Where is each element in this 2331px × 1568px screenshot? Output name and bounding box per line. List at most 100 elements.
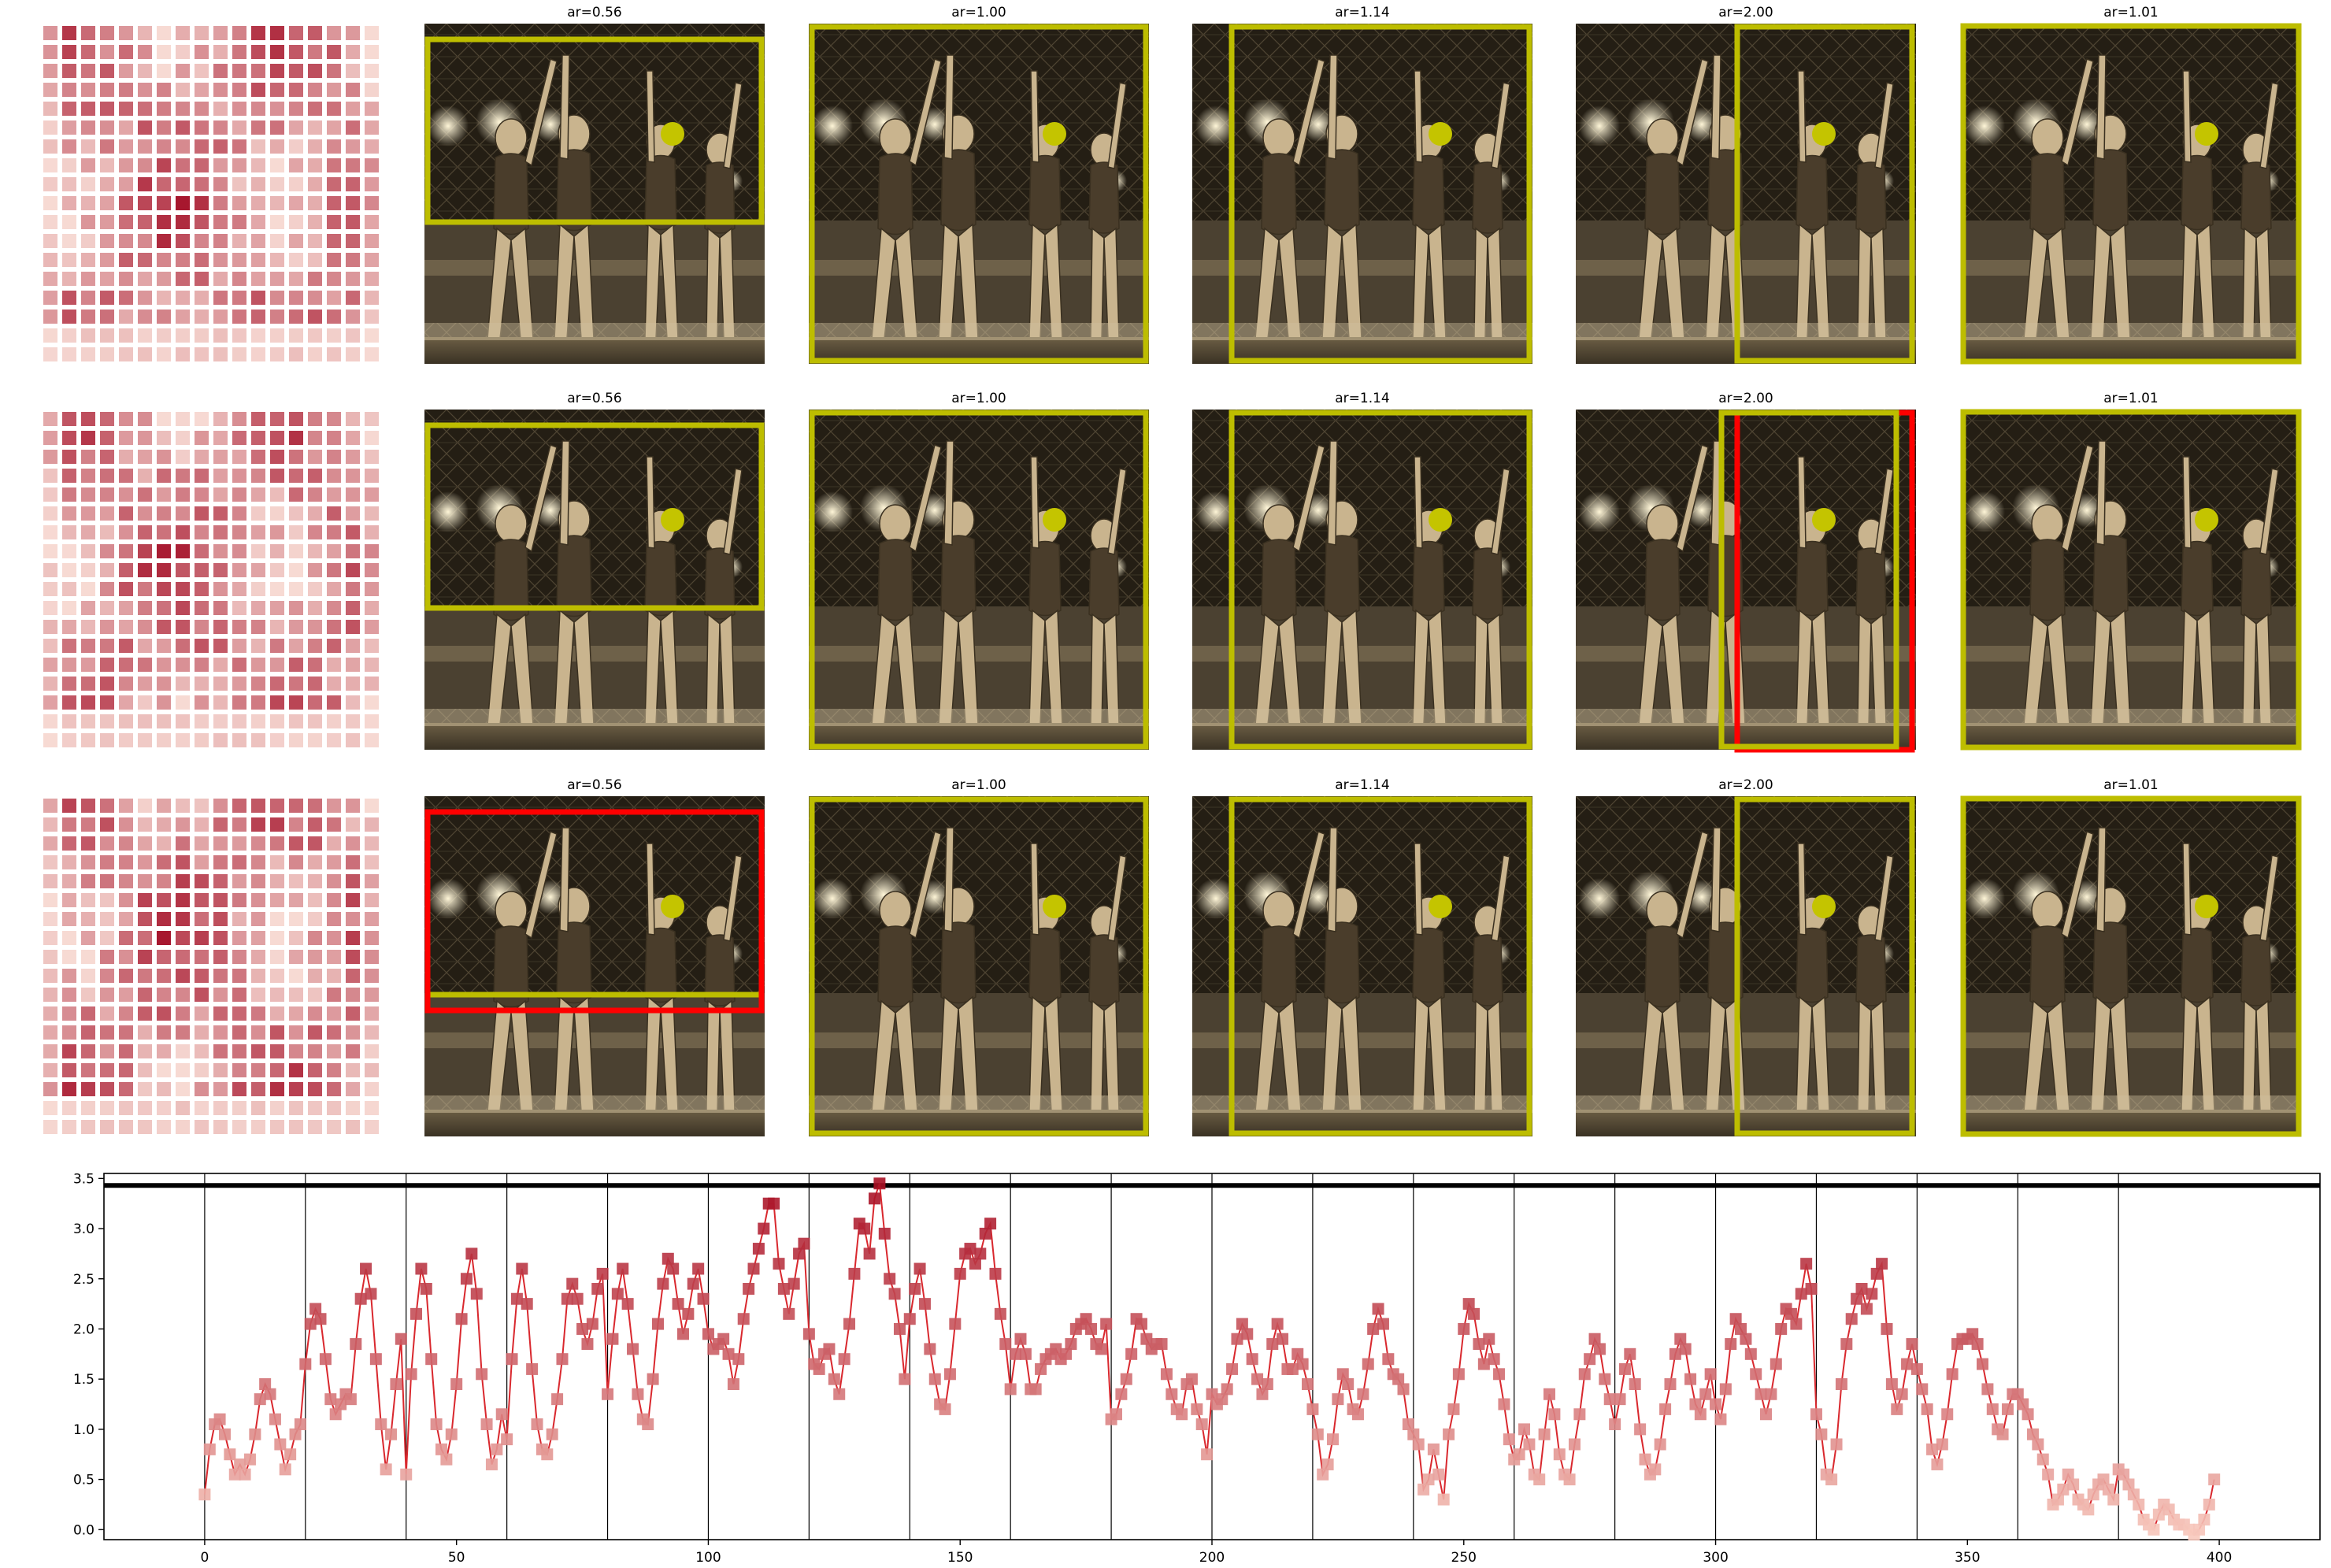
heatmap-cell (119, 563, 133, 577)
heatmap-cell (346, 1101, 360, 1115)
heatmap-cell (138, 695, 152, 710)
data-point (2162, 1503, 2175, 1516)
heatmap-cell (365, 291, 379, 305)
heatmap-cell (119, 950, 133, 964)
heatmap-cell (176, 1044, 190, 1058)
heatmap-cell (308, 969, 322, 983)
heatmap-cell (308, 347, 322, 361)
heatmap-cell (308, 310, 322, 324)
heatmap-cell (138, 525, 152, 539)
data-point (1603, 1393, 1616, 1406)
heatmap-cell (308, 272, 322, 286)
data-point (480, 1418, 493, 1430)
data-point (1926, 1443, 1939, 1455)
heatmap-cell (365, 931, 379, 945)
data-point (470, 1288, 483, 1300)
data-point (1277, 1333, 1289, 1345)
data-point (1367, 1322, 1380, 1335)
heatmap-cell (213, 1063, 228, 1077)
heatmap-cell (232, 950, 246, 964)
heatmap-cell (195, 253, 209, 267)
photo (1191, 795, 1533, 1137)
heatmap-cell (365, 799, 379, 813)
heatmap-cell (327, 836, 341, 851)
heatmap-cell (232, 601, 246, 615)
heatmap-cell (81, 506, 95, 521)
heatmap-cell (176, 1101, 190, 1115)
heatmap-cell (232, 234, 246, 248)
heatmap-cell (138, 874, 152, 888)
photo (424, 795, 765, 1137)
heatmap-cell (43, 893, 57, 907)
data-point (1755, 1388, 1767, 1400)
heatmap-cell (195, 582, 209, 596)
heatmap-cell (213, 658, 228, 672)
data-point (873, 1177, 886, 1190)
heatmap-cell (251, 836, 265, 851)
photo (1575, 23, 1917, 365)
heatmap-cell (289, 988, 303, 1002)
heatmap-cell (346, 1120, 360, 1134)
heatmap-cell (308, 799, 322, 813)
heatmap-cell (43, 64, 57, 78)
heatmap-cell (270, 677, 284, 691)
photo-panel: ar=0.56 (424, 5, 765, 365)
heatmap-cell (213, 912, 228, 926)
heatmap-cell (43, 563, 57, 577)
heatmap-cell (251, 253, 265, 267)
data-point (1825, 1473, 1838, 1486)
heatmap-cell (232, 893, 246, 907)
heatmap-cell (346, 120, 360, 135)
data-point (1896, 1388, 1908, 1400)
data-point (1795, 1288, 1807, 1300)
heatmap-cell (81, 817, 95, 832)
heatmap-cell (195, 799, 209, 813)
data-point (884, 1273, 896, 1285)
heatmap-cell (346, 291, 360, 305)
data-point (914, 1262, 926, 1275)
data-point (1710, 1398, 1722, 1410)
photo-panel: ar=2.00 (1575, 391, 1917, 753)
heatmap-cell (270, 950, 284, 964)
heatmap-cell (81, 893, 95, 907)
heatmap-cell (62, 1082, 76, 1096)
yellow-box (1960, 409, 2302, 751)
data-point (566, 1277, 579, 1290)
heatmap-cell (43, 677, 57, 691)
data-point (1714, 1413, 1727, 1425)
data-point (1840, 1338, 1853, 1351)
heatmap-cell (327, 253, 341, 267)
heatmap-cell (213, 487, 228, 502)
heatmap-cell (62, 102, 76, 116)
heatmap-cell (157, 1006, 171, 1021)
heatmap-cell (100, 450, 114, 464)
heatmap-cell (138, 196, 152, 210)
heatmap-cell (81, 310, 95, 324)
data-point (869, 1192, 881, 1205)
heatmap-cell (251, 431, 265, 445)
heatmap-cell (327, 799, 341, 813)
grid-row: ar=0.56 ar=1.00 ar=1.14 ar=2.00 ar=1.01 (43, 391, 2302, 753)
heatmap-cell (213, 506, 228, 521)
data-point (1080, 1313, 1092, 1325)
heatmap-cell (251, 291, 265, 305)
heatmap-cell (176, 102, 190, 116)
heatmap-cell (100, 695, 114, 710)
heatmap-cell (232, 582, 246, 596)
heatmap-cell (365, 177, 379, 191)
heatmap-cell (270, 931, 284, 945)
heatmap-cell (119, 328, 133, 343)
data-point (561, 1292, 573, 1305)
heatmap-cell (176, 234, 190, 248)
heatmap-cell (138, 272, 152, 286)
data-point (289, 1428, 302, 1440)
heatmap-cell (232, 196, 246, 210)
heatmap-cell (176, 950, 190, 964)
heatmap-cell (270, 620, 284, 634)
heatmap-cell (308, 83, 322, 97)
photo (424, 409, 765, 751)
heatmap-cell (195, 1044, 209, 1058)
data-point (692, 1262, 705, 1275)
heatmap-cell (81, 139, 95, 154)
heatmap-cell (232, 26, 246, 40)
